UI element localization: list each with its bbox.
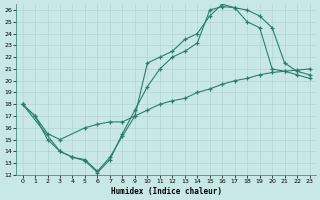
X-axis label: Humidex (Indice chaleur): Humidex (Indice chaleur) <box>111 187 221 196</box>
